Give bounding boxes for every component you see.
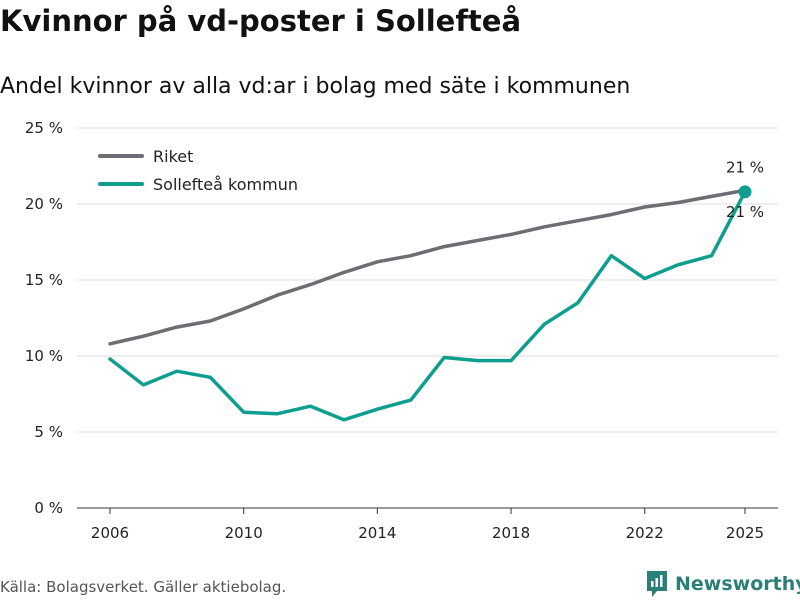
y-tick-label: 0 % bbox=[34, 499, 63, 517]
brand-logo[interactable]: Newsworthy bbox=[645, 568, 800, 600]
x-tick-label: 2010 bbox=[225, 524, 263, 542]
chart-subtitle: Andel kvinnor av alla vd:ar i bolag med … bbox=[0, 74, 631, 99]
legend-label-kommun: Sollefteå kommun bbox=[153, 175, 298, 194]
x-tick-label: 2022 bbox=[626, 524, 664, 542]
legend-label-riket: Riket bbox=[153, 147, 193, 166]
chart-title: Kvinnor på vd-poster i Sollefteå bbox=[0, 4, 522, 38]
data-label-riket: 21 % bbox=[726, 158, 764, 176]
y-tick-label: 5 % bbox=[34, 423, 63, 441]
y-tick-label: 20 % bbox=[25, 195, 63, 213]
series-line-kommun bbox=[108, 190, 747, 422]
x-tick-label: 2006 bbox=[91, 524, 129, 542]
y-tick-label: 25 % bbox=[25, 119, 63, 137]
y-tick-label: 10 % bbox=[25, 347, 63, 365]
x-tick-label: 2014 bbox=[358, 524, 396, 542]
source-note: Källa: Bolagsverket. Gäller aktiebolag. bbox=[0, 578, 287, 596]
data-label-kommun: 21 % bbox=[726, 203, 764, 221]
brand-name: Newsworthy bbox=[675, 573, 800, 595]
x-tick-label: 2025 bbox=[726, 524, 764, 542]
end-point-kommun bbox=[738, 185, 752, 199]
series-line-riket bbox=[108, 188, 747, 346]
newsworthy-logo-icon bbox=[647, 571, 667, 597]
x-tick-label: 2018 bbox=[492, 524, 530, 542]
line-chart: 0 % 5 % 10 % 15 % 20 % 25 % 2006 2010 2014 2018 20… bbox=[25, 119, 778, 542]
y-tick-label: 15 % bbox=[25, 271, 63, 289]
